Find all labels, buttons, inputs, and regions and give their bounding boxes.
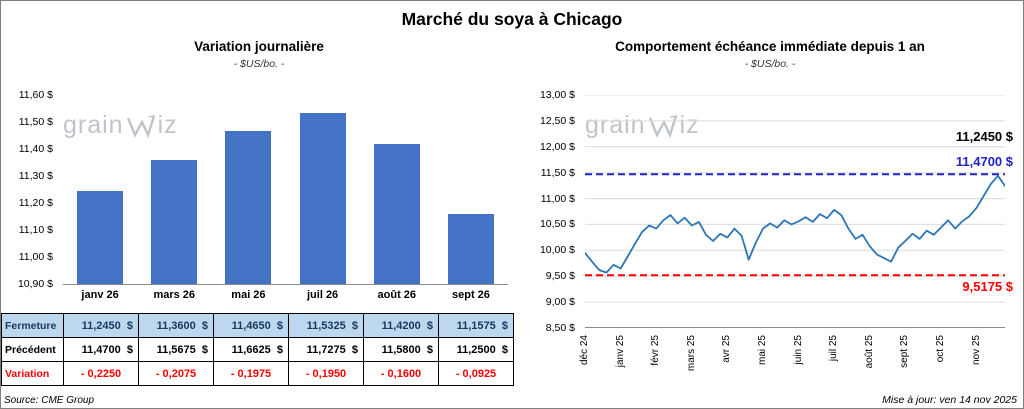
y-axis-label: 11,00 $ bbox=[18, 251, 53, 263]
y-axis-label: 11,50 $ bbox=[540, 166, 575, 179]
grainwiz-watermark: grain iz bbox=[585, 111, 700, 140]
x-axis-label: mai 26 bbox=[231, 289, 266, 301]
row-label: Précédent bbox=[2, 338, 64, 362]
table-cell: 11,7275 $ bbox=[289, 338, 364, 362]
table-cell: 11,2500 $ bbox=[439, 338, 514, 362]
bar bbox=[447, 214, 494, 284]
table-cell: 11,2450 $ bbox=[64, 314, 139, 338]
x-axis-label: févr 25 bbox=[650, 335, 662, 366]
table-cell: - 0,1600 bbox=[364, 362, 439, 386]
bar-plot-area bbox=[63, 95, 508, 285]
grainwiz-watermark: grain iz bbox=[63, 111, 178, 140]
x-axis-label: avr 25 bbox=[721, 335, 733, 363]
y-axis-label: 11,30 $ bbox=[18, 170, 53, 182]
table-cell: 11,5800 $ bbox=[364, 338, 439, 362]
y-axis-label: 13,00 $ bbox=[539, 89, 575, 101]
bar-chart-panel: Variation journalière - $US/bo. - grain … bbox=[1, 37, 517, 408]
x-axis-label: mars 25 bbox=[685, 335, 697, 372]
y-axis-label: 9,50 $ bbox=[545, 270, 575, 283]
y-axis-label: 12,00 $ bbox=[539, 140, 575, 153]
table-cell: 11,4200 $ bbox=[364, 314, 439, 338]
grainwiz-w-icon bbox=[126, 114, 155, 138]
y-axis-label: 9,00 $ bbox=[545, 296, 575, 309]
y-axis-label: 11,00 $ bbox=[540, 192, 575, 205]
line-plot-area bbox=[585, 95, 1005, 328]
bar bbox=[299, 113, 346, 284]
line-x-axis: déc 24 janv 25 févr 25 mars 25 avr 25 mai 25 j… bbox=[579, 333, 1005, 391]
table-cell: 11,1575 $ bbox=[439, 314, 514, 338]
support-level-label: 9,5175 $ bbox=[962, 279, 1013, 294]
watermark-text-grain: grain bbox=[585, 111, 646, 139]
line-chart-title: Comportement échéance immédiate depuis 1… bbox=[615, 39, 925, 54]
x-axis-label: mai 25 bbox=[756, 335, 768, 366]
table-cell: - 0,2075 bbox=[139, 362, 214, 386]
table-cell: 11,5325 $ bbox=[289, 314, 364, 338]
table-cell: 11,5675 $ bbox=[139, 338, 214, 362]
update-note: Mise à jour: ven 14 nov 2025 bbox=[882, 394, 1017, 406]
grainwiz-w-icon bbox=[648, 114, 677, 138]
y-axis-label: 10,00 $ bbox=[539, 244, 575, 257]
bar bbox=[151, 159, 198, 284]
page-title: Marché du soya à Chicago bbox=[401, 9, 623, 29]
bar-chart-subtitle: - $US/bo. - bbox=[233, 58, 285, 70]
x-axis-label: déc 24 bbox=[579, 335, 590, 366]
y-axis-label: 11,60 $ bbox=[18, 89, 53, 101]
table-cell: 11,4700 $ bbox=[64, 338, 139, 362]
watermark-text-iz: iz bbox=[157, 111, 178, 139]
bar bbox=[77, 190, 124, 284]
x-axis-label: sept 25 bbox=[899, 335, 911, 368]
table-cell: - 0,2250 bbox=[64, 362, 139, 386]
table-cell: 11,4650 $ bbox=[214, 314, 289, 338]
y-axis-label: 12,50 $ bbox=[539, 114, 575, 127]
line-y-axis: 13,00 $ 12,50 $ 12,00 $ 11,50 $ 11,00 $ 10,50… bbox=[517, 89, 581, 334]
x-axis-label: août 26 bbox=[377, 289, 417, 301]
y-axis-label: 8,50 $ bbox=[545, 322, 575, 334]
x-axis-label: janv 26 bbox=[81, 289, 119, 301]
row-label: Variation bbox=[2, 362, 64, 386]
y-axis-label: 11,40 $ bbox=[18, 143, 53, 155]
price-table: Fermeture 11,2450 $11,3600 $11,4650 $11,5… bbox=[1, 313, 514, 386]
bar bbox=[373, 143, 420, 284]
y-axis-label: 10,90 $ bbox=[17, 278, 53, 290]
x-axis-label: juin 25 bbox=[792, 335, 804, 365]
x-axis-label: sept 26 bbox=[451, 289, 490, 301]
bar-y-axis: 11,60 $ 11,50 $ 11,40 $ 11,30 $ 11,20 $ 11,10… bbox=[1, 89, 59, 290]
last-price-label: 11,2450 $ bbox=[955, 129, 1013, 144]
bar-x-axis: janv 26 mars 26 mai 26 juil 26 août 26 sept 2… bbox=[63, 289, 508, 301]
x-axis-label: nov 25 bbox=[970, 335, 982, 366]
y-axis-label: 10,50 $ bbox=[539, 218, 575, 231]
table-cell: - 0,1950 bbox=[289, 362, 364, 386]
table-cell: - 0,1975 bbox=[214, 362, 289, 386]
line-chart-subtitle: - $US/bo. - bbox=[744, 58, 796, 70]
y-axis-label: 11,20 $ bbox=[18, 197, 53, 209]
row-label: Fermeture bbox=[2, 314, 64, 338]
table-cell: - 0,0925 bbox=[439, 362, 514, 386]
bar bbox=[225, 131, 272, 284]
x-axis-label: août 25 bbox=[863, 335, 875, 369]
previous-close-label: 11,4700 $ bbox=[955, 154, 1013, 169]
x-axis-label: juil 25 bbox=[828, 335, 840, 362]
watermark-text-grain: grain bbox=[63, 111, 124, 139]
bar-chart-title: Variation journalière bbox=[194, 39, 324, 54]
table-cell: 11,3600 $ bbox=[139, 314, 214, 338]
line-chart-panel: Comportement échéance immédiate depuis 1… bbox=[517, 37, 1023, 408]
y-axis-label: 11,50 $ bbox=[18, 116, 53, 128]
watermark-text-iz: iz bbox=[679, 111, 700, 139]
source-note: Source: CME Group bbox=[4, 395, 95, 406]
table-cell: 11,6625 $ bbox=[214, 338, 289, 362]
x-axis-label: juil 26 bbox=[307, 289, 339, 301]
x-axis-label: oct 25 bbox=[934, 335, 946, 363]
y-axis-label: 11,10 $ bbox=[18, 224, 53, 236]
x-axis-label: janv 25 bbox=[614, 335, 626, 368]
price-line-chart bbox=[585, 95, 1005, 328]
x-axis-label: mars 26 bbox=[153, 289, 196, 301]
